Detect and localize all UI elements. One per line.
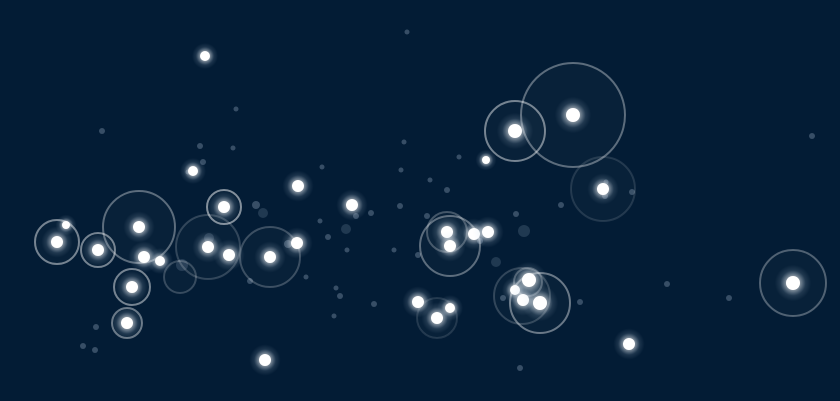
light-point <box>533 296 547 310</box>
light-point <box>200 51 210 61</box>
light-point <box>155 256 165 266</box>
dust-particle <box>331 313 337 319</box>
dust-particle <box>518 225 530 237</box>
dust-particle <box>317 218 323 224</box>
light-point <box>346 199 358 211</box>
bokeh-ring <box>759 249 827 317</box>
light-point <box>522 273 536 287</box>
light-point <box>292 180 304 192</box>
light-point <box>566 108 580 122</box>
dust-particle <box>92 347 98 353</box>
dust-particle <box>726 295 732 301</box>
dust-particle <box>247 278 253 284</box>
light-point <box>291 237 303 249</box>
dust-particle <box>404 29 410 35</box>
light-point <box>121 317 133 329</box>
dust-particle <box>325 234 331 240</box>
light-point <box>482 226 494 238</box>
bokeh-ring <box>570 156 636 222</box>
light-point <box>138 251 150 263</box>
dust-particle <box>398 167 404 173</box>
dust-particle <box>513 211 519 217</box>
dust-particle <box>368 210 374 216</box>
light-point <box>188 166 198 176</box>
dust-particle <box>337 293 343 299</box>
dust-particle <box>176 259 188 271</box>
ring-layer <box>34 62 827 339</box>
light-point <box>623 338 635 350</box>
dust-particle <box>99 128 105 134</box>
dust-particle <box>664 281 670 287</box>
dust-particle <box>258 208 268 218</box>
dust-particle <box>427 177 433 183</box>
dust-particle <box>444 187 450 193</box>
light-point <box>92 244 104 256</box>
light-point <box>51 236 63 248</box>
light-point <box>508 124 522 138</box>
dust-particle <box>233 106 239 112</box>
dust-particle <box>197 143 203 149</box>
dust-particle <box>333 285 339 291</box>
dust-particle <box>371 301 377 307</box>
dust-particle <box>558 202 564 208</box>
light-point <box>412 296 424 308</box>
dust-particle <box>397 203 403 209</box>
bokeh-ring <box>206 189 242 225</box>
light-point <box>223 249 235 261</box>
dust-particle <box>391 247 397 253</box>
dust-particle <box>491 257 501 267</box>
light-point <box>218 201 230 213</box>
light-point <box>259 354 271 366</box>
dust-particle <box>577 299 583 305</box>
dust-particle <box>424 213 430 219</box>
light-point <box>444 240 456 252</box>
light-point <box>264 251 276 263</box>
dust-particle <box>456 154 462 160</box>
dust-particle <box>319 164 325 170</box>
dust-particle <box>93 324 99 330</box>
light-point <box>482 156 490 164</box>
light-point <box>445 303 455 313</box>
light-point <box>133 221 145 233</box>
dust-particle <box>401 139 407 145</box>
light-point <box>786 276 800 290</box>
dust-particle <box>415 252 421 258</box>
bokeh-ring <box>113 268 151 306</box>
bokeh-ring <box>163 260 197 294</box>
dust-particle <box>252 201 260 209</box>
dust-particle <box>629 189 635 195</box>
light-point <box>126 281 138 293</box>
light-point <box>62 221 70 229</box>
dust-particle <box>344 247 350 253</box>
light-layer <box>41 43 812 376</box>
dust-particle <box>809 133 815 139</box>
light-point <box>202 241 214 253</box>
dust-particle <box>341 224 351 234</box>
dust-particle <box>230 145 236 151</box>
dust-particle <box>517 365 523 371</box>
bokeh-ring <box>80 232 116 268</box>
dust-particle <box>303 274 309 280</box>
dust-particle <box>80 343 86 349</box>
light-point <box>597 183 609 195</box>
bokeh-ring <box>484 100 546 162</box>
